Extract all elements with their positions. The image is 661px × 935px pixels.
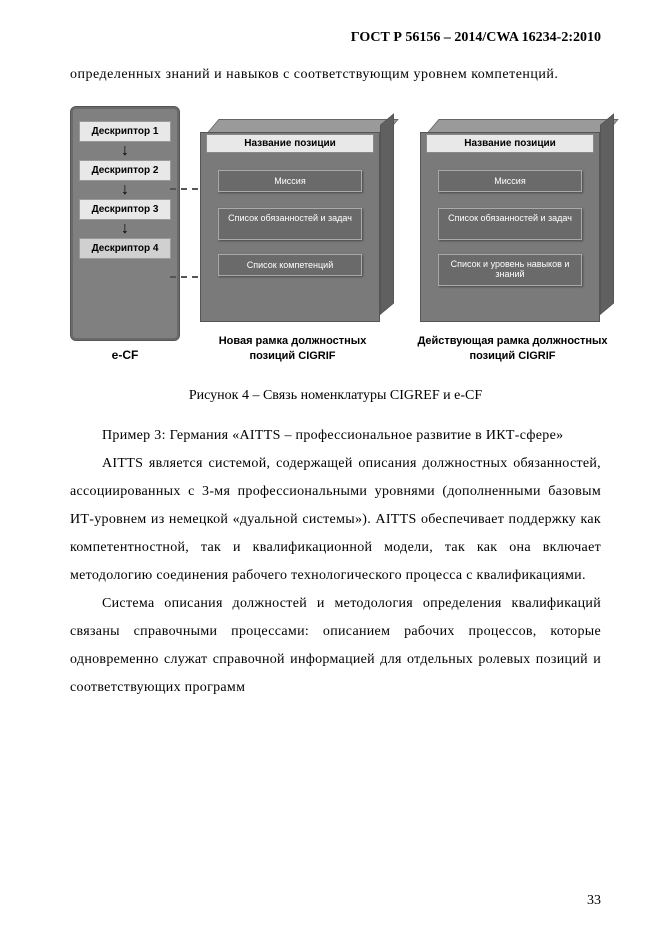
position-title: Название позиции: [206, 134, 374, 153]
cube-top: [427, 119, 619, 133]
cube-side: [600, 114, 614, 316]
duties-box: Список обязанностей и задач: [438, 208, 582, 240]
position-title: Название позиции: [426, 134, 594, 153]
new-framework-label: Новая рамка должностных позиций CIGRIF: [195, 334, 390, 363]
new-framework-block: Название позиции Миссия Список обязаннос…: [200, 120, 395, 325]
paragraph-system-desc: Система описания должностей и методологи…: [70, 590, 601, 702]
descriptor-label: Дескриптор 1: [92, 126, 159, 137]
duties-box: Список обязанностей и задач: [218, 208, 362, 240]
competencies-box: Список компетенций: [218, 254, 362, 276]
descriptor-1: Дескриптор 1 ↓: [79, 121, 171, 142]
cube-top: [207, 119, 399, 133]
descriptor-3: Дескриптор 3 ↓: [79, 199, 171, 220]
current-framework-label: Действующая рамка должностных позиций CI…: [415, 334, 610, 363]
descriptor-4: Дескриптор 4: [79, 238, 171, 259]
ecf-column: Дескриптор 1 ↓ Дескриптор 2 ↓ Дескриптор…: [70, 106, 180, 341]
doc-header: ГОСТ Р 56156 – 2014/CWA 16234-2:2010: [70, 30, 601, 46]
arrow-down-icon: ↓: [121, 143, 129, 159]
cube-side: [380, 114, 394, 316]
figure-caption: Рисунок 4 – Связь номенклатуры CIGREF и …: [70, 388, 601, 404]
paragraph-aitts-desc: AITTS является системой, содержащей опис…: [70, 450, 601, 590]
arrow-down-icon: ↓: [121, 182, 129, 198]
figure-4-diagram: Дескриптор 1 ↓ Дескриптор 2 ↓ Дескриптор…: [70, 106, 630, 376]
descriptor-label: Дескриптор 3: [92, 204, 159, 215]
intro-paragraph: определенных знаний и навыков с соответс…: [70, 64, 601, 86]
skills-box: Список и уровень навыков и знаний: [438, 254, 582, 286]
descriptor-2: Дескриптор 2 ↓: [79, 160, 171, 181]
paragraph-example3: Пример 3: Германия «AITTS – профессионал…: [70, 422, 601, 450]
descriptor-label: Дескриптор 2: [92, 165, 159, 176]
arrow-down-icon: ↓: [121, 221, 129, 237]
ecf-label: e-CF: [70, 348, 180, 362]
mission-box: Миссия: [438, 170, 582, 192]
page-number: 33: [587, 893, 601, 909]
current-framework-block: Название позиции Миссия Список обязаннос…: [420, 120, 615, 325]
mission-box: Миссия: [218, 170, 362, 192]
descriptor-label: Дескриптор 4: [92, 243, 159, 254]
